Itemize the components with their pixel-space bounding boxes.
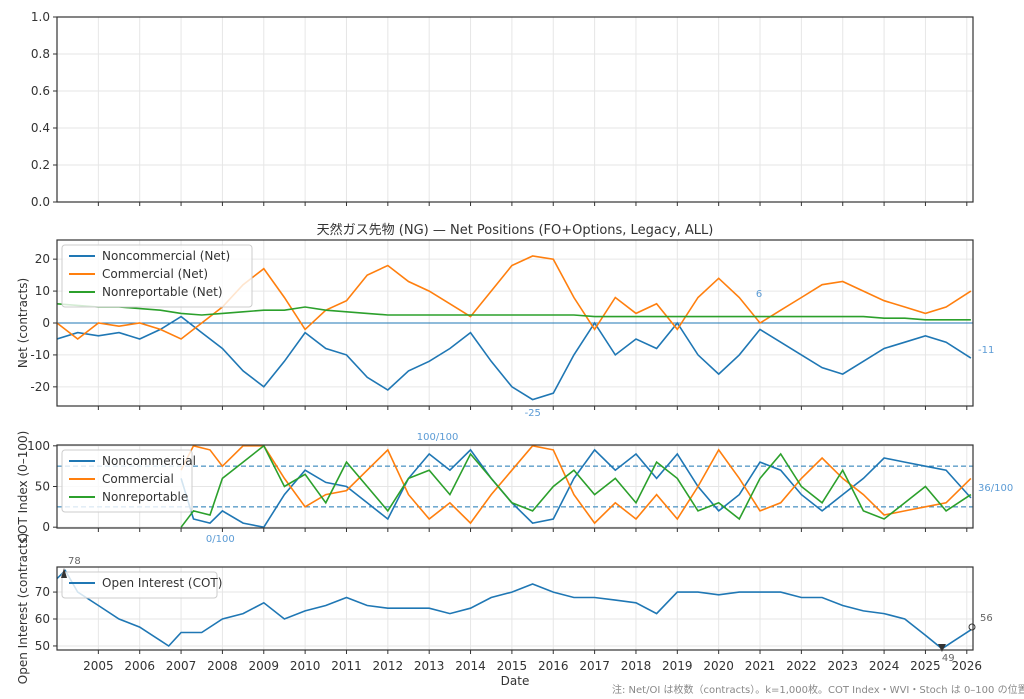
- legend-label: Commercial: [102, 472, 174, 486]
- axes-frame: [56, 444, 974, 529]
- axes-frame: [56, 239, 974, 407]
- annotation-min: -25: [525, 408, 541, 419]
- x-tick-label: 2015: [497, 659, 528, 673]
- series-line-noncommercial-net-: [57, 315, 972, 401]
- series-line-nonreportable-net-: [57, 303, 971, 321]
- x-tick-label: 2012: [373, 659, 404, 673]
- series-line-nonreportable: [180, 445, 972, 528]
- legend-label: Commercial (Net): [102, 267, 208, 281]
- x-tick-label: 2024: [869, 659, 900, 673]
- x-tick-label: 2011: [331, 659, 362, 673]
- max-marker: [61, 568, 67, 578]
- annotation-max: 6: [756, 289, 762, 300]
- y-tick-label: 0.2: [31, 158, 50, 172]
- panel-top: [53, 16, 974, 206]
- series-line-commercial: [180, 445, 972, 525]
- annotation-last: -11: [978, 345, 994, 356]
- legend-box: [61, 244, 253, 308]
- y-tick-label: 0: [42, 316, 50, 330]
- series-line-open-interest-cot-: [57, 569, 972, 650]
- y-axis-label: Open Interest (contracts): [16, 533, 30, 684]
- legend-label: Noncommercial (Net): [102, 249, 230, 263]
- min-marker: [937, 644, 946, 652]
- x-tick-label: 2019: [662, 659, 693, 673]
- y-tick-label: 0.8: [31, 47, 50, 61]
- y-tick-label: 0.4: [31, 121, 50, 135]
- chart-title: 天然ガス先物 (NG) — Net Positions (FO+Options,…: [317, 222, 714, 238]
- annotation-min: 0/100: [206, 534, 235, 545]
- x-tick-label: 2005: [83, 659, 114, 673]
- x-tick-label: 2014: [455, 659, 486, 673]
- x-tick-label: 2018: [621, 659, 652, 673]
- x-axis-label: Date: [501, 674, 530, 688]
- x-tick-label: 2022: [786, 659, 817, 673]
- footnote: 注: Net/OI は枚数（contracts）。k=1,000枚。COT In…: [612, 685, 1024, 696]
- y-tick-label: 0: [42, 520, 50, 534]
- legend-label: Open Interest (COT): [102, 576, 222, 590]
- annotation-max: 100/100: [417, 432, 459, 443]
- y-tick-label: 60: [35, 612, 50, 626]
- legend-label: Noncommercial: [102, 454, 196, 468]
- y-tick-label: -20: [30, 380, 50, 394]
- x-tick-label: 2006: [124, 659, 155, 673]
- y-tick-label: 50: [35, 480, 50, 494]
- x-tick-label: 2013: [414, 659, 445, 673]
- panel-net: [53, 239, 974, 410]
- axes-frame: [56, 16, 974, 203]
- legend-box: [61, 571, 218, 599]
- annotation-last: 36/100: [978, 483, 1013, 494]
- annotation-last: 56: [980, 613, 993, 624]
- x-tick-label: 2025: [910, 659, 941, 673]
- x-tick-label: 2026: [952, 659, 983, 673]
- x-tick-label: 2023: [827, 659, 858, 673]
- last-marker: [968, 623, 976, 631]
- axes-frame: [56, 566, 974, 651]
- annotation-min: 49: [942, 653, 955, 664]
- y-axis-label: COT Index (0–100): [16, 431, 30, 543]
- x-tick-label: 2010: [290, 659, 321, 673]
- y-tick-label: 50: [35, 639, 50, 653]
- panel-open_interest: [53, 566, 976, 654]
- series-line-noncommercial: [180, 448, 972, 528]
- x-tick-label: 2020: [703, 659, 734, 673]
- legend-label: Nonreportable: [102, 490, 188, 504]
- x-tick-label: 2016: [538, 659, 569, 673]
- y-tick-label: 100: [27, 439, 50, 453]
- x-tick-label: 2017: [579, 659, 610, 673]
- y-tick-label: 0.6: [31, 84, 50, 98]
- y-axis-label: Net (contracts): [16, 278, 30, 368]
- y-tick-label: 70: [35, 585, 50, 599]
- y-tick-label: 10: [35, 284, 50, 298]
- y-tick-label: -10: [30, 348, 50, 362]
- y-tick-label: 0.0: [31, 195, 50, 209]
- x-tick-label: 2007: [166, 659, 197, 673]
- legend-label: Nonreportable (Net): [102, 285, 223, 299]
- annotation-max: 78: [68, 556, 81, 567]
- x-tick-label: 2021: [745, 659, 776, 673]
- y-tick-label: 1.0: [31, 10, 50, 24]
- x-tick-label: 2009: [248, 659, 279, 673]
- x-tick-label: 2008: [207, 659, 238, 673]
- y-tick-label: 20: [35, 252, 50, 266]
- series-line-commercial-net-: [57, 255, 972, 341]
- panel-cot_index: [53, 444, 974, 532]
